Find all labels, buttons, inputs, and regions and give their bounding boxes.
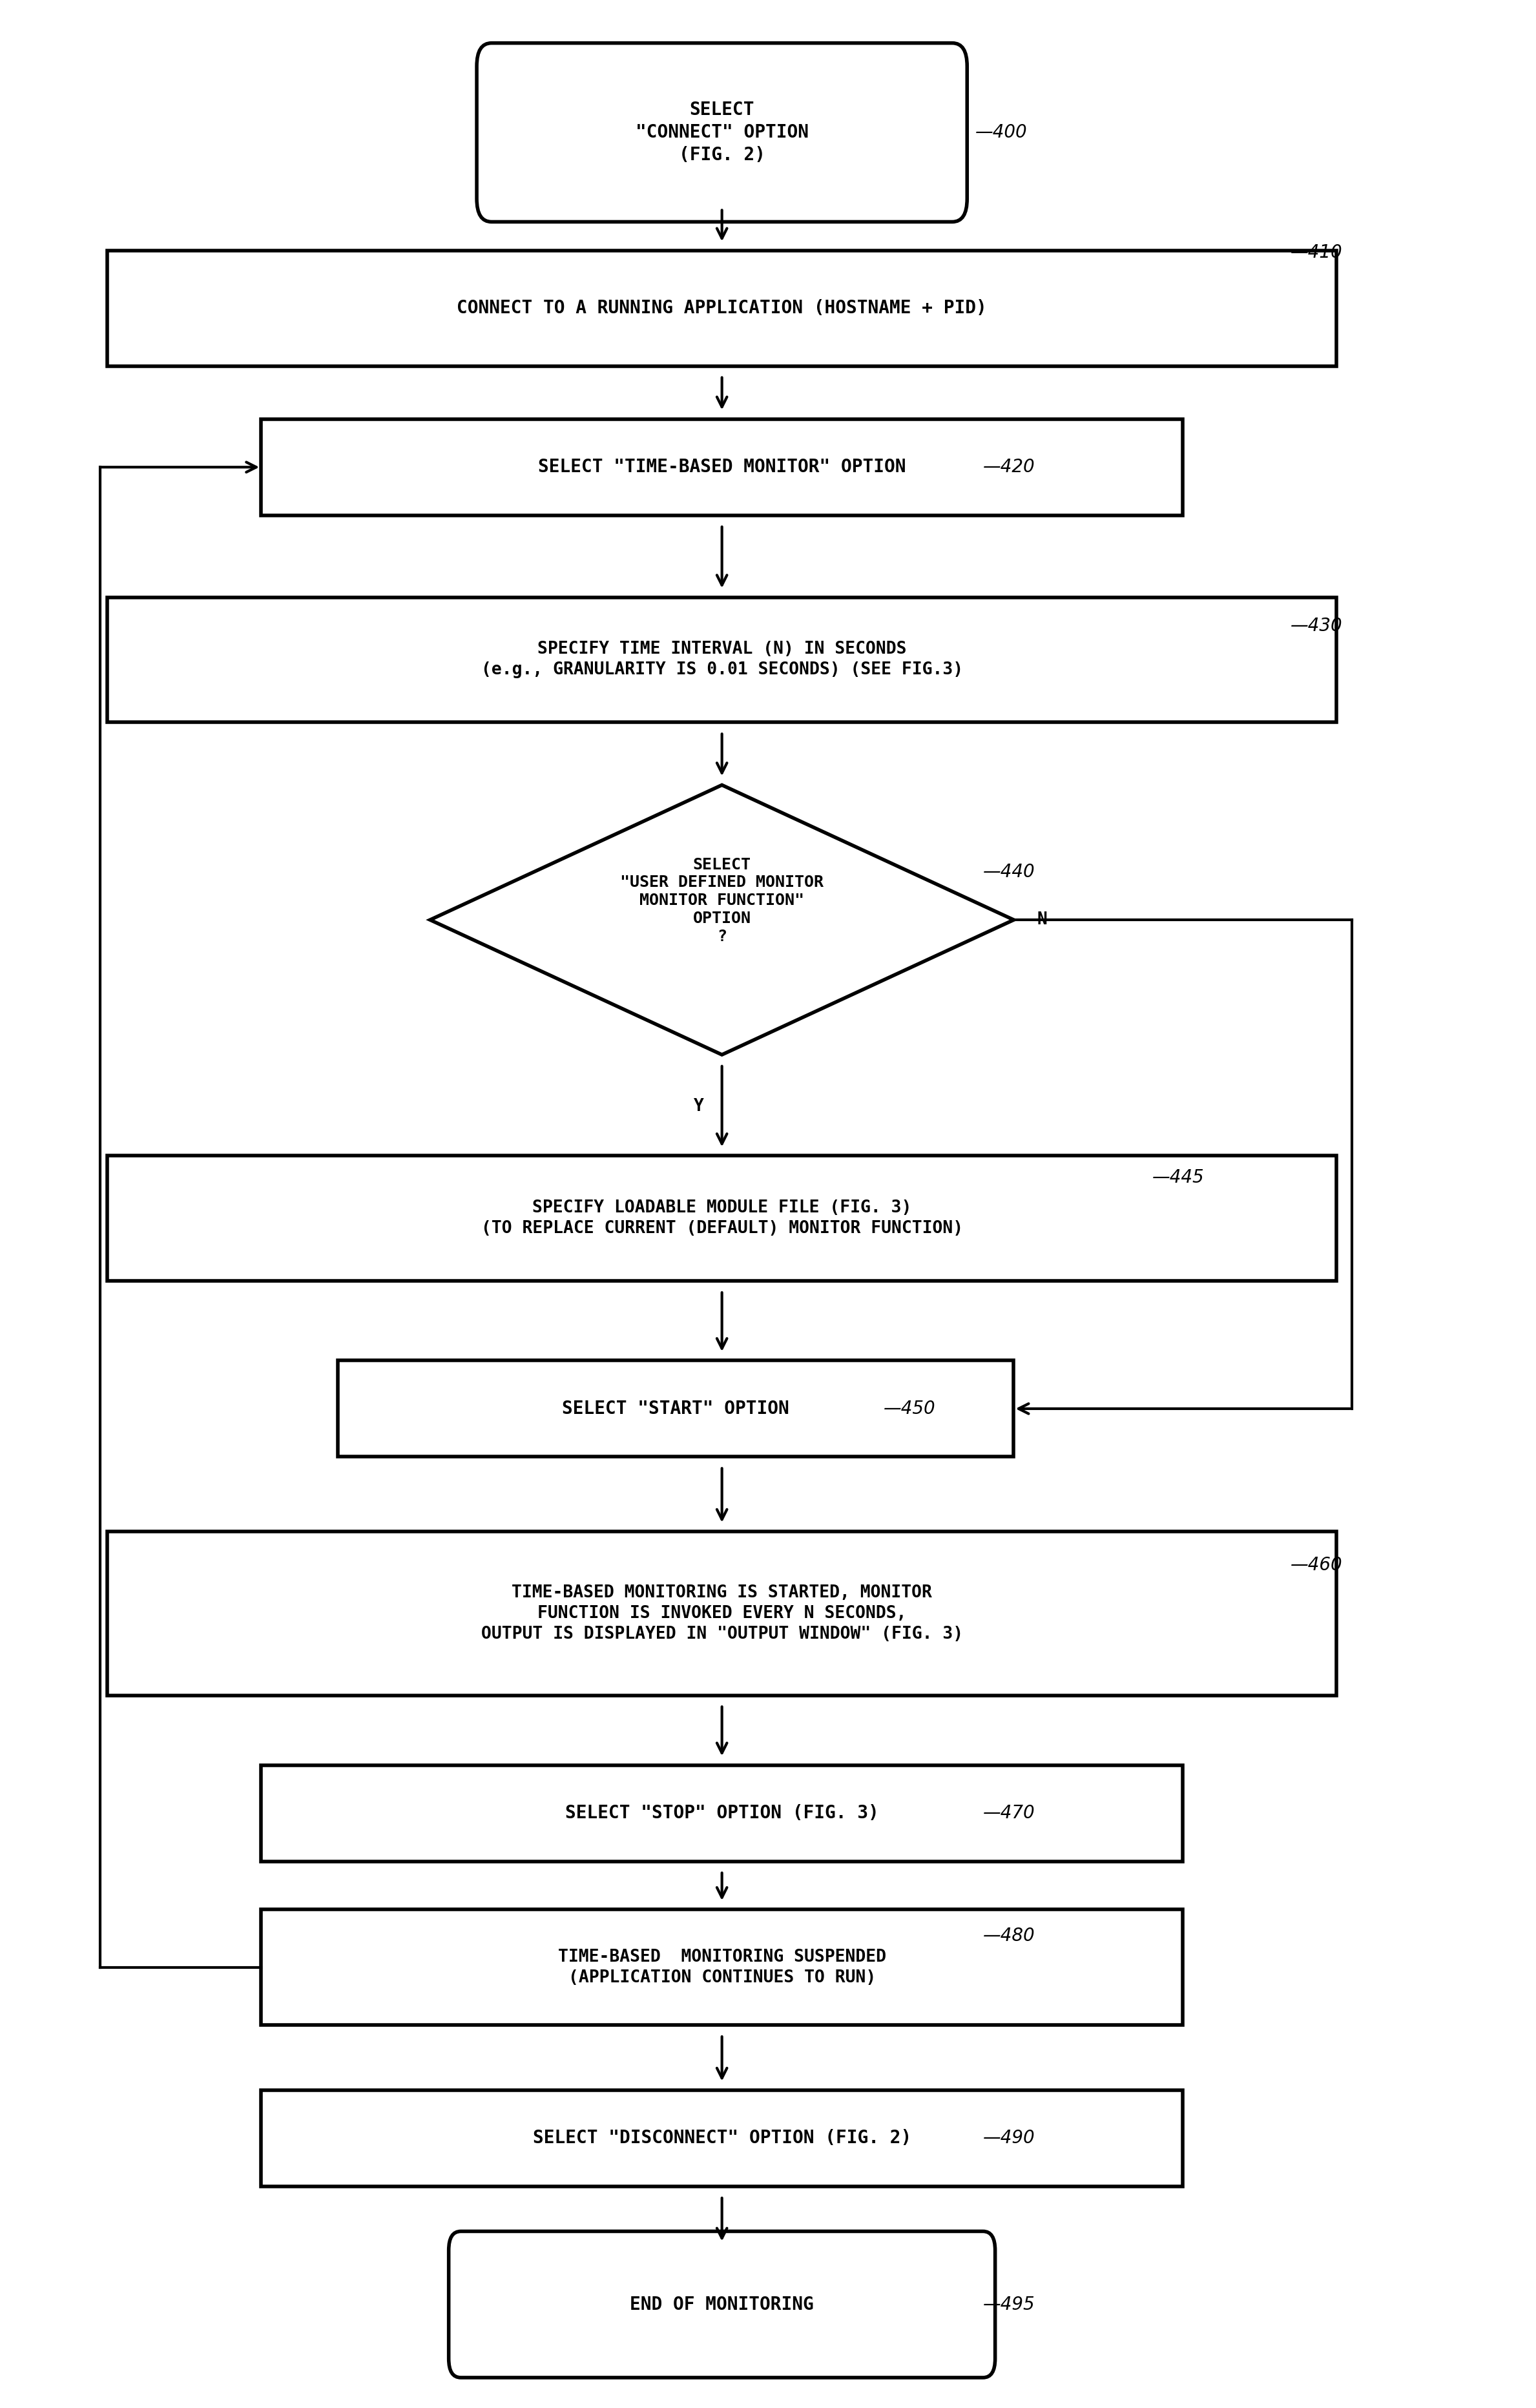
Text: Y: Y [694,1098,703,1115]
Text: SELECT "DISCONNECT" OPTION (FIG. 2): SELECT "DISCONNECT" OPTION (FIG. 2) [533,2129,911,2148]
FancyBboxPatch shape [449,2232,995,2377]
FancyBboxPatch shape [108,597,1336,722]
Text: SELECT "START" OPTION: SELECT "START" OPTION [562,1399,790,1418]
Text: —400: —400 [975,123,1028,142]
FancyBboxPatch shape [261,419,1183,515]
Text: —460: —460 [1290,1556,1342,1575]
Text: —480: —480 [983,1926,1035,1946]
FancyBboxPatch shape [338,1361,1014,1457]
Text: SPECIFY TIME INTERVAL (N) IN SECONDS
(e.g., GRANULARITY IS 0.01 SECONDS) (SEE FI: SPECIFY TIME INTERVAL (N) IN SECONDS (e.… [481,641,963,679]
Text: —420: —420 [983,458,1035,477]
Text: —495: —495 [983,2295,1035,2314]
FancyBboxPatch shape [108,1531,1336,1695]
Text: SELECT
"USER DEFINED MONITOR
MONITOR FUNCTION"
OPTION
?: SELECT "USER DEFINED MONITOR MONITOR FUN… [621,857,823,944]
FancyBboxPatch shape [108,1156,1336,1281]
Text: —450: —450 [883,1399,935,1418]
FancyBboxPatch shape [261,1910,1183,2025]
Text: —470: —470 [983,1804,1035,1823]
Text: TIME-BASED  MONITORING SUSPENDED
(APPLICATION CONTINUES TO RUN): TIME-BASED MONITORING SUSPENDED (APPLICA… [558,1948,886,1987]
Text: —430: —430 [1290,616,1342,636]
Text: TIME-BASED MONITORING IS STARTED, MONITOR
FUNCTION IS INVOKED EVERY N SECONDS,
O: TIME-BASED MONITORING IS STARTED, MONITO… [481,1584,963,1642]
Text: END OF MONITORING: END OF MONITORING [630,2295,814,2314]
FancyBboxPatch shape [261,1765,1183,1861]
Text: —440: —440 [983,862,1035,881]
Text: CONNECT TO A RUNNING APPLICATION (HOSTNAME + PID): CONNECT TO A RUNNING APPLICATION (HOSTNA… [456,299,988,318]
Text: SPECIFY LOADABLE MODULE FILE (FIG. 3)
(TO REPLACE CURRENT (DEFAULT) MONITOR FUNC: SPECIFY LOADABLE MODULE FILE (FIG. 3) (T… [481,1199,963,1238]
Polygon shape [430,785,1014,1055]
FancyBboxPatch shape [108,250,1336,366]
FancyBboxPatch shape [476,43,968,222]
FancyBboxPatch shape [261,2090,1183,2186]
Text: —445: —445 [1152,1168,1204,1187]
Text: SELECT "TIME-BASED MONITOR" OPTION: SELECT "TIME-BASED MONITOR" OPTION [538,458,906,477]
Text: —410: —410 [1290,243,1342,262]
Text: SELECT
"CONNECT" OPTION
(FIG. 2): SELECT "CONNECT" OPTION (FIG. 2) [636,101,808,164]
Text: N: N [1037,913,1048,927]
Text: —490: —490 [983,2129,1035,2148]
Text: SELECT "STOP" OPTION (FIG. 3): SELECT "STOP" OPTION (FIG. 3) [565,1804,879,1823]
